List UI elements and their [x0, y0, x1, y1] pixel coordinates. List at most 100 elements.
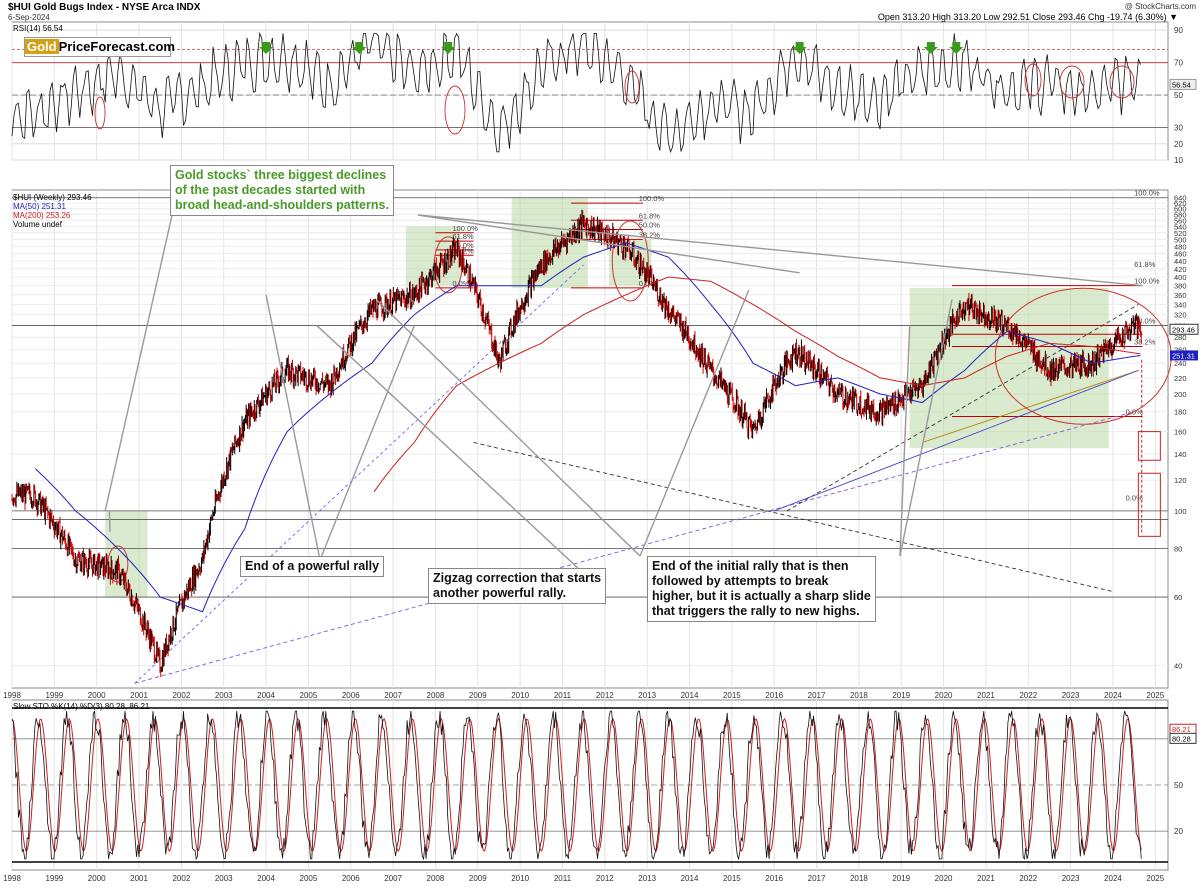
year-tick-label: 2014	[681, 874, 699, 883]
year-tick-label: 2016	[765, 874, 783, 883]
year-tick-label: 2003	[215, 874, 233, 883]
rsi-tick-label: 10	[1174, 156, 1183, 165]
year-tick-label: 2004	[257, 874, 275, 883]
rsi-tick-label: 30	[1174, 124, 1183, 133]
year-tick-label: 2000	[88, 874, 106, 883]
close-price-tag	[1169, 323, 1199, 335]
price-tick-label: 40	[1174, 661, 1182, 670]
year-tick-label: 1999	[45, 874, 63, 883]
price-tick-label: 120	[1174, 476, 1187, 485]
year-tick-label: 2022	[1019, 691, 1037, 700]
fib-label: 0.0%	[1126, 494, 1143, 503]
price-tick-label: 600	[1174, 205, 1187, 214]
green-arrow-icon	[949, 42, 964, 54]
rsi-value-text: 56.54	[1172, 80, 1191, 89]
year-tick-label: 2007	[384, 874, 402, 883]
annotation-pointer	[899, 325, 911, 557]
rsi-highlight-circle	[94, 96, 106, 130]
fib-label: 50.0%	[639, 221, 661, 230]
year-tick-label: 2012	[596, 874, 614, 883]
fib-label: 100.0%	[1134, 189, 1160, 198]
year-tick-label: 2015	[723, 691, 741, 700]
fib-label: 61.8%	[639, 211, 661, 220]
price-tick-label: 80	[1174, 545, 1182, 554]
ma50-price-tag	[1170, 350, 1198, 361]
year-tick-label: 2018	[850, 691, 868, 700]
annotation-pointer	[639, 289, 750, 557]
price-tick-label: 480	[1174, 242, 1187, 251]
price-tick-label: 180	[1174, 408, 1187, 417]
fib-label: 50.0%	[1134, 317, 1156, 326]
fib-label: 38.2%	[639, 230, 661, 239]
annotation-pointer	[316, 325, 581, 571]
sto-d-text: 80.28	[1172, 734, 1191, 743]
annotation-pointer	[899, 299, 953, 557]
price-tick-label: 440	[1174, 257, 1187, 266]
year-tick-label: 2011	[554, 874, 572, 883]
year-tick-label: 2001	[130, 691, 148, 700]
price-tick-label: 200	[1174, 390, 1187, 399]
rsi-panel	[11, 21, 1169, 161]
price-tick-label: 400	[1174, 273, 1187, 282]
price-tick-label: 140	[1174, 450, 1187, 459]
year-tick-label: 2018	[850, 874, 868, 883]
fib-label: 61.8%	[452, 232, 474, 241]
fib-label: 0.0%	[452, 279, 469, 288]
year-tick-label: 1998	[3, 691, 21, 700]
year-tick-label: 2005	[300, 874, 318, 883]
fib-label: 100.0%	[639, 194, 665, 203]
sto-k-text: 86.21	[1172, 725, 1191, 734]
year-tick-label: 2012	[596, 691, 614, 700]
rsi-tick-label: 90	[1174, 26, 1183, 35]
ma200-legend: MA(200) 253.26	[13, 211, 71, 220]
ma200-line	[373, 276, 1141, 493]
year-tick-label: 2002	[172, 874, 190, 883]
price-tick-label: 580	[1174, 210, 1187, 219]
annotation-end-of-rally: End of a powerful rally	[240, 556, 385, 577]
annotation-pointer	[319, 325, 415, 561]
year-tick-label: 2010	[511, 691, 529, 700]
price-tick-label: 620	[1174, 199, 1187, 208]
year-tick-label: 2017	[808, 691, 826, 700]
price-tick-label: 540	[1174, 222, 1187, 231]
trend-line	[134, 411, 1135, 684]
fib-label: 0.0%	[639, 279, 656, 288]
fib-label: 38.2%	[1134, 337, 1156, 346]
year-tick-label: 2020	[935, 874, 953, 883]
rsi-tick-label: 20	[1174, 140, 1183, 149]
price-tick-label: 420	[1174, 265, 1187, 274]
rsi-highlight-circle	[1024, 63, 1042, 97]
trend-line	[922, 369, 1139, 443]
year-tick-label: 2004	[257, 691, 275, 700]
year-tick-label: 2008	[427, 874, 445, 883]
year-tick-label: 2023	[1062, 874, 1080, 883]
year-tick-label: 2003	[215, 691, 233, 700]
trend-line	[473, 442, 1114, 592]
annotation-zigzag: Zigzag correction that starts another pow…	[428, 568, 607, 604]
rsi-highlight-circle	[1109, 65, 1135, 99]
close-price-text: 293.46	[1172, 325, 1195, 334]
price-tick-label: 460	[1174, 249, 1187, 258]
price-tick-label: 240	[1174, 359, 1187, 368]
price-tick-label: 220	[1174, 374, 1187, 383]
year-tick-label: 2010	[511, 874, 529, 883]
year-tick-label: 2022	[1019, 874, 1037, 883]
annotation-pointer	[375, 299, 641, 557]
year-tick-label: 2006	[342, 874, 360, 883]
fib-label: 61.8%	[1134, 260, 1156, 269]
sto-legend: Slow STO %K(14) %D(3) 80.28, 86.21	[13, 702, 150, 711]
year-tick-label: 1998	[3, 874, 21, 883]
ma50-price-text: 251.31	[1172, 351, 1195, 360]
price-tick-label: 280	[1174, 333, 1187, 342]
rsi-highlight-circle	[1059, 65, 1085, 99]
year-tick-label: 2025	[1146, 691, 1164, 700]
price-legend: $HUI (Weekly) 293.46	[13, 193, 92, 202]
chart-date: 6-Sep-2024	[8, 13, 50, 22]
annotation-pointer	[104, 179, 181, 512]
year-tick-label: 2001	[130, 874, 148, 883]
year-tick-label: 2024	[1104, 874, 1122, 883]
sto-d-tag	[1169, 732, 1197, 744]
fib-label: 100.0%	[1134, 277, 1160, 286]
price-tick-label: 160	[1174, 428, 1187, 437]
year-tick-label: 2020	[935, 691, 953, 700]
